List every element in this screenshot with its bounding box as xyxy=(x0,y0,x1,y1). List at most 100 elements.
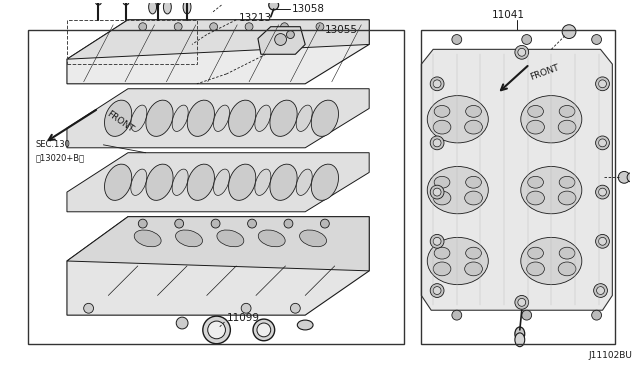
Circle shape xyxy=(452,310,461,320)
Circle shape xyxy=(515,295,529,309)
Polygon shape xyxy=(67,20,369,84)
Ellipse shape xyxy=(465,120,483,134)
Ellipse shape xyxy=(311,164,339,201)
Circle shape xyxy=(94,0,103,3)
Circle shape xyxy=(253,319,275,341)
Circle shape xyxy=(182,0,191,3)
Circle shape xyxy=(430,284,444,298)
Ellipse shape xyxy=(255,105,271,131)
Ellipse shape xyxy=(104,164,132,201)
Ellipse shape xyxy=(172,169,188,195)
Circle shape xyxy=(245,23,253,31)
Polygon shape xyxy=(67,217,369,271)
Bar xyxy=(28,30,404,344)
Circle shape xyxy=(248,219,257,228)
Ellipse shape xyxy=(558,191,576,205)
Ellipse shape xyxy=(172,105,188,131)
Circle shape xyxy=(430,185,444,199)
Circle shape xyxy=(594,284,607,298)
Polygon shape xyxy=(67,217,369,315)
Circle shape xyxy=(433,237,441,245)
Ellipse shape xyxy=(188,164,214,201)
Circle shape xyxy=(596,185,609,199)
Ellipse shape xyxy=(131,105,147,131)
Ellipse shape xyxy=(214,105,230,131)
Text: 11099: 11099 xyxy=(227,313,259,323)
Ellipse shape xyxy=(558,262,576,276)
Circle shape xyxy=(184,0,190,5)
Circle shape xyxy=(596,286,604,295)
Circle shape xyxy=(203,316,230,344)
Circle shape xyxy=(562,25,576,39)
Ellipse shape xyxy=(255,169,271,195)
Ellipse shape xyxy=(228,100,256,137)
Circle shape xyxy=(598,237,607,245)
Circle shape xyxy=(321,219,330,228)
Ellipse shape xyxy=(428,237,488,285)
Circle shape xyxy=(257,323,271,337)
Ellipse shape xyxy=(163,0,172,14)
Ellipse shape xyxy=(270,164,297,201)
Ellipse shape xyxy=(311,100,339,137)
Ellipse shape xyxy=(527,191,545,205)
Circle shape xyxy=(280,23,289,31)
Circle shape xyxy=(433,286,441,295)
Ellipse shape xyxy=(433,191,451,205)
Circle shape xyxy=(518,298,525,306)
Circle shape xyxy=(84,303,93,313)
Ellipse shape xyxy=(188,100,214,137)
Circle shape xyxy=(139,23,147,31)
Polygon shape xyxy=(421,49,612,310)
Circle shape xyxy=(433,80,441,88)
Ellipse shape xyxy=(134,230,161,247)
Ellipse shape xyxy=(466,247,481,259)
Circle shape xyxy=(452,35,461,44)
Text: 13055: 13055 xyxy=(325,25,358,35)
Circle shape xyxy=(522,310,532,320)
Ellipse shape xyxy=(466,106,481,117)
Circle shape xyxy=(287,31,294,39)
Circle shape xyxy=(95,0,101,5)
Circle shape xyxy=(316,23,324,31)
Circle shape xyxy=(430,234,444,248)
Ellipse shape xyxy=(428,167,488,214)
Text: FRONT: FRONT xyxy=(529,62,561,81)
Ellipse shape xyxy=(521,237,582,285)
Circle shape xyxy=(208,321,225,339)
Circle shape xyxy=(596,136,609,150)
Ellipse shape xyxy=(466,176,481,188)
Circle shape xyxy=(275,33,287,45)
Ellipse shape xyxy=(559,176,575,188)
Ellipse shape xyxy=(433,120,451,134)
Circle shape xyxy=(155,0,161,5)
Ellipse shape xyxy=(434,176,450,188)
Ellipse shape xyxy=(465,262,483,276)
Polygon shape xyxy=(67,153,369,212)
Ellipse shape xyxy=(434,106,450,117)
Text: 、13020+B】: 、13020+B】 xyxy=(35,153,84,162)
Text: J11102BU: J11102BU xyxy=(589,351,632,360)
Text: 11041: 11041 xyxy=(492,10,525,20)
Circle shape xyxy=(153,0,162,3)
Circle shape xyxy=(598,188,607,196)
Ellipse shape xyxy=(104,100,132,137)
Ellipse shape xyxy=(183,0,191,14)
Ellipse shape xyxy=(527,247,543,259)
Ellipse shape xyxy=(175,230,202,247)
Circle shape xyxy=(518,48,525,56)
Ellipse shape xyxy=(559,247,575,259)
Circle shape xyxy=(433,139,441,147)
Circle shape xyxy=(596,234,609,248)
Text: 13058: 13058 xyxy=(291,4,324,14)
Circle shape xyxy=(269,0,278,10)
Circle shape xyxy=(522,35,532,44)
Circle shape xyxy=(596,77,609,91)
Polygon shape xyxy=(258,27,305,54)
Polygon shape xyxy=(67,20,369,59)
Ellipse shape xyxy=(228,164,256,201)
Circle shape xyxy=(515,45,529,59)
Text: SEC.130: SEC.130 xyxy=(35,140,70,149)
Ellipse shape xyxy=(428,96,488,143)
Ellipse shape xyxy=(298,320,313,330)
Circle shape xyxy=(598,139,607,147)
